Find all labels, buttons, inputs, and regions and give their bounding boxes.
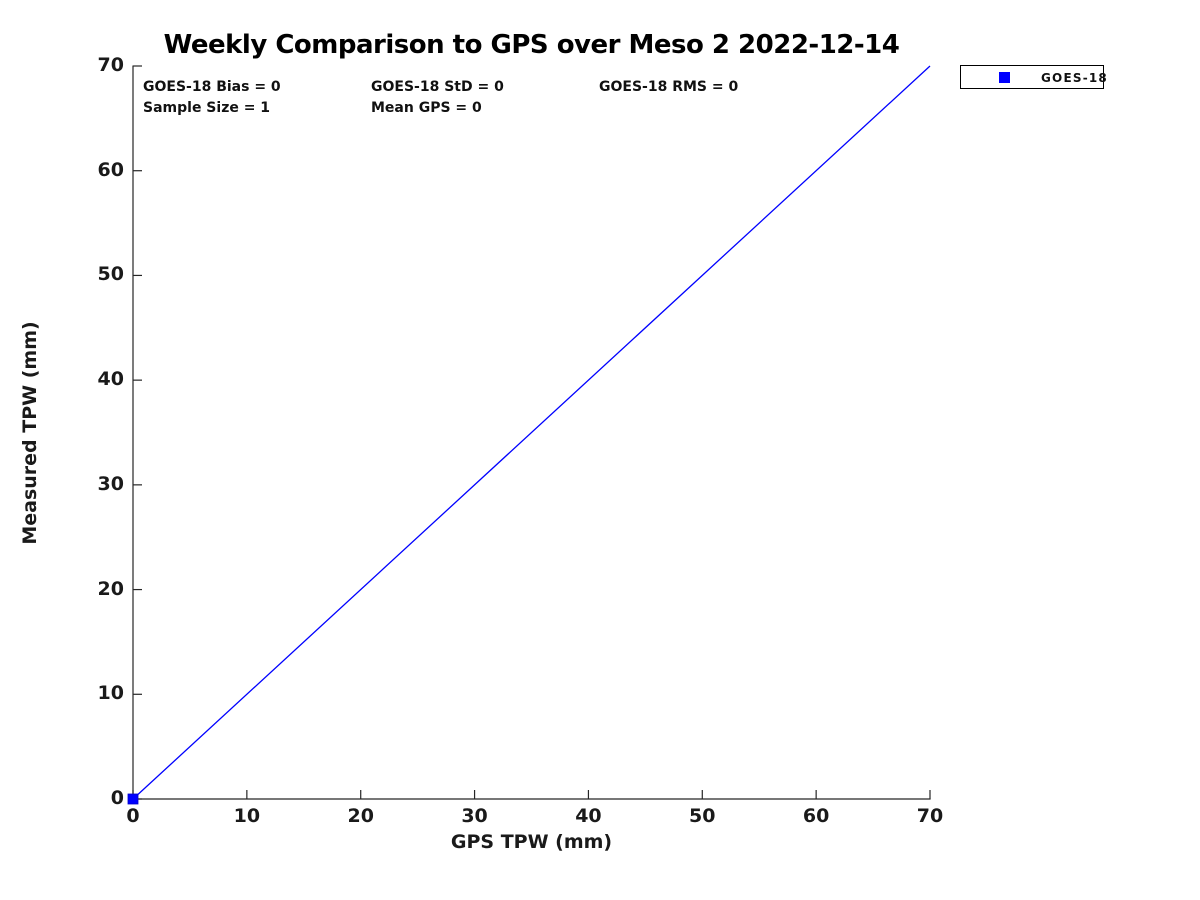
legend-label: GOES-18 xyxy=(1041,71,1108,85)
legend: GOES-18 xyxy=(960,65,1107,89)
y-tick-label: 50 xyxy=(97,263,124,286)
chart-title: Weekly Comparison to GPS over Meso 2 202… xyxy=(163,30,900,60)
stat-mean-gps: Mean GPS = 0 xyxy=(371,100,482,116)
data-point-marker xyxy=(127,793,139,805)
x-tick-label: 50 xyxy=(689,805,716,827)
y-tick-label: 60 xyxy=(97,158,124,181)
y-tick-label: 70 xyxy=(97,54,124,76)
stat-std: GOES-18 StD = 0 xyxy=(371,79,504,95)
y-tick-label: 40 xyxy=(97,368,124,391)
y-tick-label: 30 xyxy=(97,472,124,495)
y-tick-label: 0 xyxy=(110,787,124,809)
x-tick-label: 70 xyxy=(916,805,944,827)
y-tick-label: 20 xyxy=(97,577,124,600)
stat-sample-size: Sample Size = 1 xyxy=(143,100,271,116)
x-tick-label: 20 xyxy=(347,805,374,827)
x-tick-label: 10 xyxy=(233,805,261,827)
x-tick-label: 40 xyxy=(575,805,602,827)
y-tick-label: 10 xyxy=(97,682,124,705)
x-tick-label: 60 xyxy=(802,805,830,827)
x-tick-label: 0 xyxy=(126,805,140,827)
series-line-one-to-one-line xyxy=(132,65,931,800)
stat-rms: GOES-18 RMS = 0 xyxy=(599,79,739,95)
legend-square-marker-icon xyxy=(999,72,1010,83)
x-tick-label: 30 xyxy=(461,805,488,827)
y-axis-label: Measured TPW (mm) xyxy=(19,321,41,545)
stat-bias: GOES-18 Bias = 0 xyxy=(143,79,281,95)
x-axis-label: GPS TPW (mm) xyxy=(450,831,613,853)
